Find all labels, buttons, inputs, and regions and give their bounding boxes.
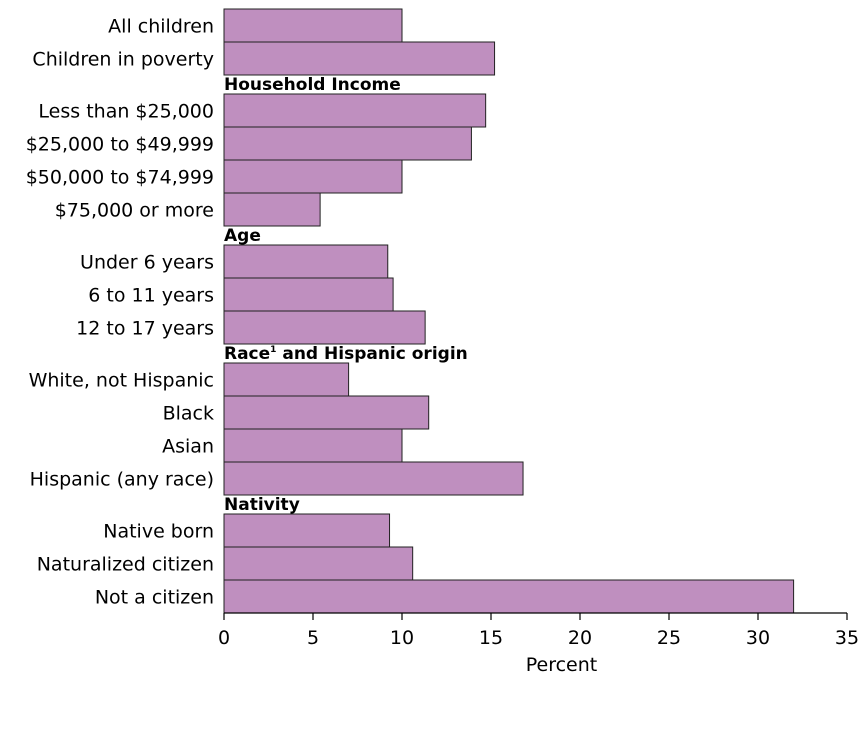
bar [223,159,403,194]
category-label: Naturalized citizen [37,554,214,576]
group-heading: Household Income [224,75,401,95]
group-heading: Race1 and Hispanic origin [224,344,468,364]
category-label: $75,000 or more [55,200,214,222]
group-heading-text-rest: and Hispanic origin [276,344,467,364]
group-heading-text: Household Income [224,75,401,95]
bar [223,192,321,227]
group-headings: Household Income Age Race1 and Hispanic or… [224,75,468,515]
x-tick-label: 30 [746,627,770,649]
category-label: Native born [103,521,214,543]
category-label: Less than $25,000 [38,101,214,123]
bar [223,362,350,397]
bar [223,126,472,161]
x-axis: 0 5 10 15 20 25 30 35 Percent [218,612,859,676]
bar [223,513,391,548]
x-tick-label: 10 [390,627,414,649]
bar [223,579,795,614]
category-label: 6 to 11 years [88,285,214,307]
group-heading-text: Race [224,344,270,364]
category-label: 12 to 17 years [76,318,214,340]
category-labels: All children Children in poverty Less than… [26,16,214,609]
group-heading-text: Nativity [224,495,300,515]
x-tick-label: 20 [568,627,592,649]
bar [223,93,487,128]
group-heading-text: Age [224,226,261,246]
x-tick-label: 0 [218,627,230,649]
bar [223,8,403,43]
category-label: Under 6 years [80,252,214,274]
bar [223,546,414,581]
bar [223,428,403,463]
category-label: $25,000 to $49,999 [26,134,214,156]
bar [223,395,430,430]
category-label: All children [108,16,214,38]
x-axis-ticks: 0 5 10 15 20 25 30 35 [218,613,859,649]
category-label: Children in poverty [32,49,214,71]
category-label: Hispanic (any race) [30,469,214,491]
x-tick-label: 15 [479,627,503,649]
category-label: $50,000 to $74,999 [26,167,214,189]
x-tick-label: 5 [307,627,319,649]
bar [223,41,496,76]
bar [223,461,524,496]
bar [223,244,389,279]
category-label: Asian [162,436,214,458]
bar [223,277,394,312]
x-tick-label: 25 [657,627,681,649]
x-axis-title: Percent [526,654,598,676]
bar [223,310,426,345]
group-heading: Age [224,226,261,246]
bars-layer [223,8,795,614]
category-label: White, not Hispanic [29,370,214,392]
group-heading: Nativity [224,495,300,515]
category-label: Black [163,403,214,425]
group-heading-footnote-marker: 1 [270,345,276,355]
x-tick-label: 35 [835,627,859,649]
category-label: Not a citizen [95,587,214,609]
